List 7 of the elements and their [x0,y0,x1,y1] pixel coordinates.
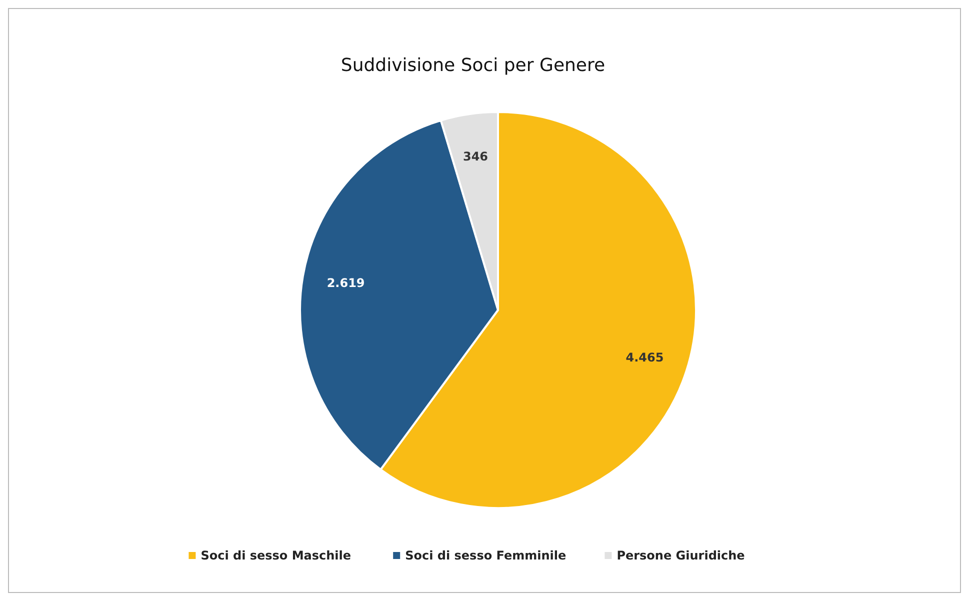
data-label: 4.465 [626,350,664,364]
legend-label: Soci di sesso Maschile [200,548,352,562]
legend-label: Persone Giuridiche [616,548,745,562]
chart-title: Suddivisione Soci per Genere [340,55,606,76]
data-label: 2.619 [326,276,365,290]
data-label: 346 [462,149,488,164]
legend-label: Soci di sesso Femminile [405,548,566,562]
